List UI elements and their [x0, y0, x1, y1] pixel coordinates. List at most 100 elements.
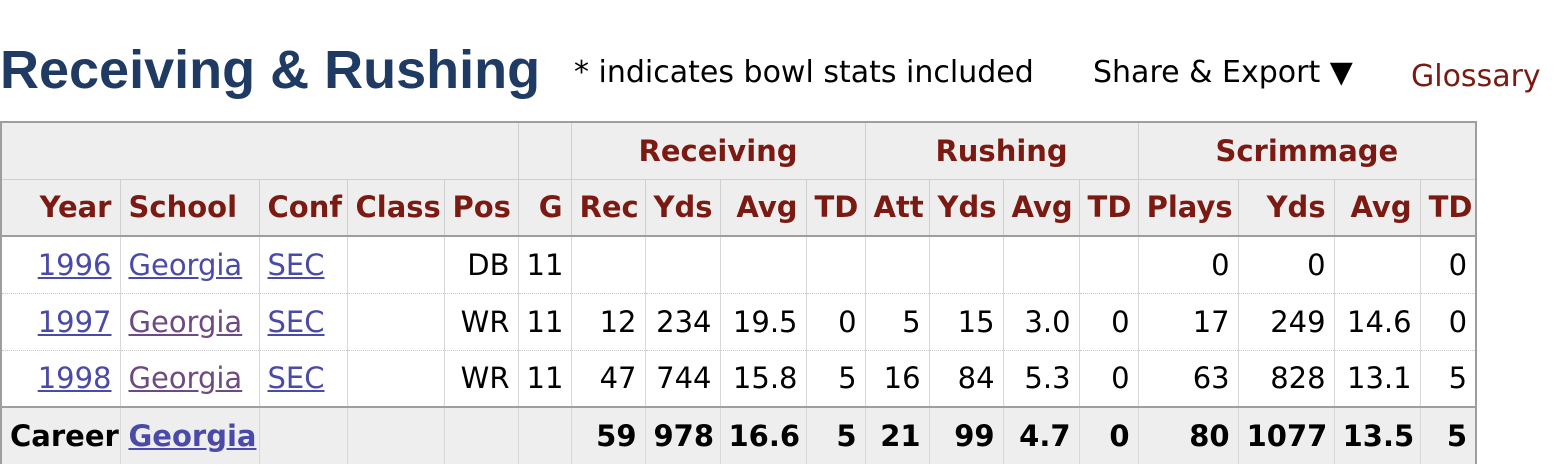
cell-scrim-avg: 14.6 [1333, 293, 1421, 351]
cell-rush-avg [1002, 236, 1080, 294]
conf-link[interactable]: SEC [267, 247, 325, 282]
cell-conf: SEC [258, 293, 348, 351]
cell-class [346, 350, 445, 408]
career-cell-conf [258, 406, 348, 464]
cell-g: 11 [517, 236, 572, 294]
career-scrim-td: 5 [1419, 406, 1478, 464]
career-rec-avg: 16.6 [719, 406, 807, 464]
cell-plays: 17 [1137, 293, 1239, 351]
cell-rec-yds: 744 [644, 350, 721, 408]
school-link[interactable]: Georgia [128, 361, 243, 396]
conf-link[interactable]: SEC [267, 361, 325, 396]
cell-year: 1996 [0, 236, 121, 294]
col-header-rush-yds[interactable]: Yds [928, 179, 1004, 237]
col-header-rec-yds[interactable]: Yds [644, 179, 721, 237]
career-school-cell: Georgia [119, 406, 260, 464]
career-scrim-avg: 13.5 [1333, 406, 1421, 464]
col-header-g[interactable]: G [517, 179, 572, 237]
cell-rec-td: 5 [805, 350, 866, 408]
section-title: Receiving & Rushing [0, 40, 541, 100]
group-header-blank [0, 121, 519, 180]
cell-att: 16 [864, 350, 930, 408]
col-header-rec-avg[interactable]: Avg [719, 179, 807, 237]
career-rec: 59 [570, 406, 646, 464]
cell-rec-avg: 19.5 [719, 293, 807, 351]
col-header-att[interactable]: Att [864, 179, 930, 237]
cell-school: Georgia [119, 236, 260, 294]
col-header-rush-avg[interactable]: Avg [1002, 179, 1080, 237]
cell-conf: SEC [258, 236, 348, 294]
year-link[interactable]: 1996 [37, 247, 112, 282]
col-header-rec[interactable]: Rec [570, 179, 646, 237]
col-header-rec-td[interactable]: TD [805, 179, 866, 237]
table-row: 1997 Georgia SEC WR 11 12 234 19.5 0 5 1… [0, 293, 1478, 351]
career-cell-pos [443, 406, 519, 464]
cell-scrim-yds: 249 [1237, 293, 1335, 351]
school-link[interactable]: Georgia [128, 304, 243, 339]
glossary-link[interactable]: Glossary [1411, 59, 1541, 94]
year-link[interactable]: 1997 [37, 304, 112, 339]
career-cell-class [346, 406, 445, 464]
col-header-rush-td[interactable]: TD [1078, 179, 1139, 237]
cell-scrim-td: 0 [1419, 236, 1478, 294]
career-scrim-yds: 1077 [1237, 406, 1335, 464]
cell-pos: WR [443, 293, 519, 351]
career-school-link[interactable]: Georgia [128, 419, 257, 453]
cell-plays: 0 [1137, 236, 1239, 294]
col-header-scrim-td[interactable]: TD [1419, 179, 1478, 237]
cell-rush-td: 0 [1078, 293, 1139, 351]
cell-class [346, 236, 445, 294]
group-header-scrimmage: Scrimmage [1137, 121, 1478, 180]
school-link[interactable]: Georgia [128, 247, 243, 282]
cell-rec-avg: 15.8 [719, 350, 807, 408]
group-header-row: Receiving Rushing Scrimmage [0, 121, 1478, 180]
bowl-stats-note: * indicates bowl stats included [574, 55, 1034, 90]
col-header-scrim-avg[interactable]: Avg [1333, 179, 1421, 237]
group-header-rushing: Rushing [864, 121, 1139, 180]
cell-rec-td [805, 236, 866, 294]
col-header-year[interactable]: Year [0, 179, 121, 237]
table-row: 1998 Georgia SEC WR 11 47 744 15.8 5 16 … [0, 350, 1478, 408]
cell-rush-yds: 84 [928, 350, 1004, 408]
cell-rush-yds: 15 [928, 293, 1004, 351]
col-header-plays[interactable]: Plays [1137, 179, 1239, 237]
cell-scrim-yds: 0 [1237, 236, 1335, 294]
cell-rec-td: 0 [805, 293, 866, 351]
group-header-blank-g [517, 121, 572, 180]
cell-school: Georgia [119, 293, 260, 351]
cell-rush-yds [928, 236, 1004, 294]
career-cell-g [517, 406, 572, 464]
column-header-row: Year School Conf Class Pos G Rec Yds Avg… [0, 179, 1478, 237]
receiving-rushing-table: Receiving Rushing Scrimmage Year School … [0, 121, 1478, 464]
cell-pos: DB [443, 236, 519, 294]
cell-year: 1998 [0, 350, 121, 408]
cell-rec: 12 [570, 293, 646, 351]
col-header-class[interactable]: Class [346, 179, 445, 237]
cell-rush-td: 0 [1078, 350, 1139, 408]
cell-school: Georgia [119, 350, 260, 408]
career-row: Career Georgia 59 978 16.6 5 21 99 4.7 0… [0, 406, 1478, 464]
col-header-pos[interactable]: Pos [443, 179, 519, 237]
cell-rec [570, 236, 646, 294]
career-rush-yds: 99 [928, 406, 1004, 464]
cell-class [346, 293, 445, 351]
cell-rec: 47 [570, 350, 646, 408]
cell-rush-avg: 5.3 [1002, 350, 1080, 408]
table-row: 1996 Georgia SEC DB 11 0 0 0 [0, 236, 1478, 294]
year-link[interactable]: 1998 [37, 361, 112, 396]
cell-att: 5 [864, 293, 930, 351]
conf-link[interactable]: SEC [267, 304, 325, 339]
cell-att [864, 236, 930, 294]
cell-rush-td [1078, 236, 1139, 294]
cell-conf: SEC [258, 350, 348, 408]
col-header-school[interactable]: School [119, 179, 260, 237]
career-plays: 80 [1137, 406, 1239, 464]
col-header-scrim-yds[interactable]: Yds [1237, 179, 1335, 237]
cell-pos: WR [443, 350, 519, 408]
share-export-button[interactable]: Share & Export ▼ [1093, 55, 1353, 90]
col-header-conf[interactable]: Conf [258, 179, 348, 237]
cell-scrim-yds: 828 [1237, 350, 1335, 408]
cell-year: 1997 [0, 293, 121, 351]
cell-scrim-td: 0 [1419, 293, 1478, 351]
career-label: Career [0, 406, 121, 464]
